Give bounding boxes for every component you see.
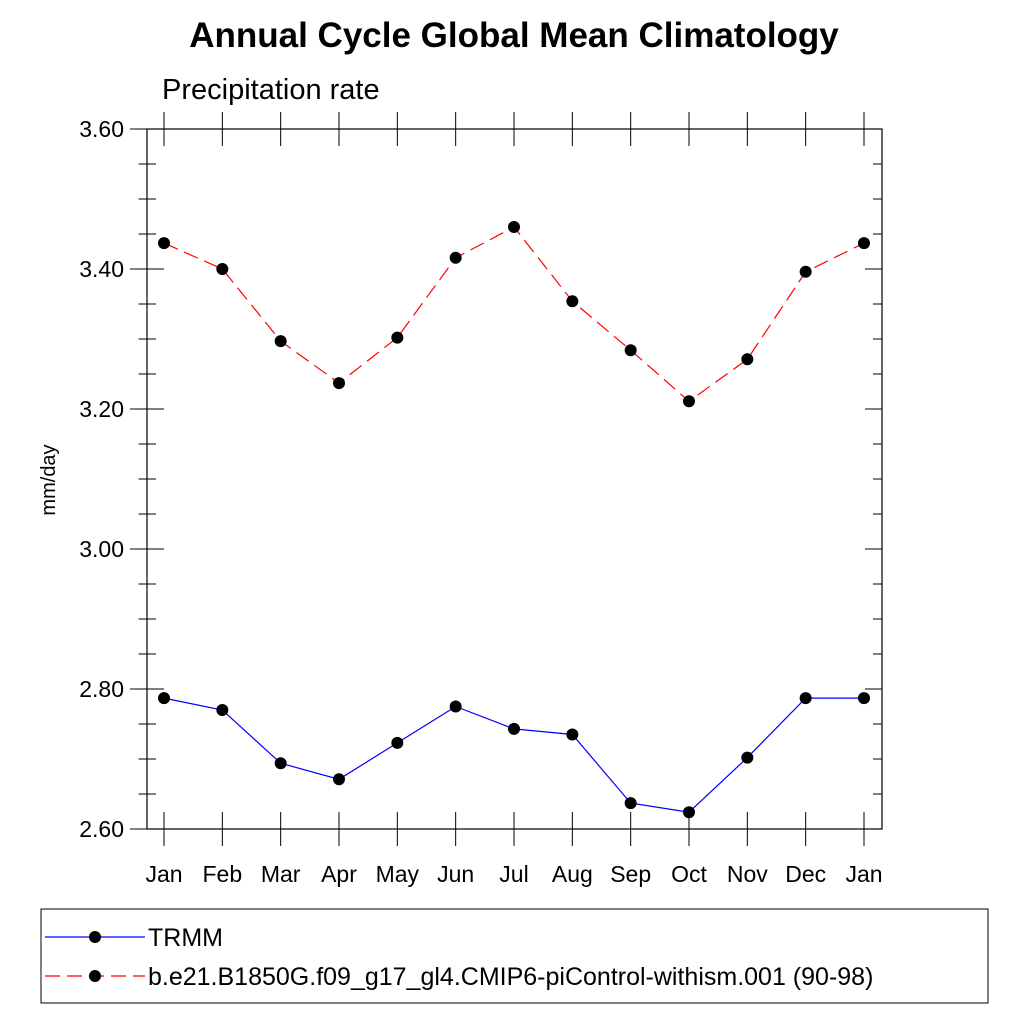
x-tick-label: Jul	[499, 861, 528, 887]
data-point	[741, 751, 754, 764]
x-tick-label: Jan	[145, 861, 182, 887]
data-point	[683, 806, 695, 819]
x-tick-label: Nov	[727, 861, 768, 887]
data-point	[333, 377, 345, 390]
legend-label: TRMM	[148, 924, 223, 952]
y-tick-label: 3.00	[79, 536, 124, 562]
y-axis-label: mm/day	[38, 444, 60, 515]
data-point	[683, 395, 695, 408]
data-point	[158, 692, 170, 705]
legend-marker	[89, 970, 101, 982]
data-point	[274, 335, 287, 348]
data-point	[391, 736, 404, 749]
series-line	[163, 226, 865, 403]
data-point	[216, 704, 229, 716]
x-tick-label: May	[376, 861, 420, 887]
data-point	[799, 692, 812, 705]
series-layer	[158, 221, 870, 819]
y-tick-label: 3.60	[79, 116, 124, 142]
data-point	[391, 331, 404, 344]
series-0	[158, 692, 870, 819]
x-tick-label: Jun	[437, 861, 474, 887]
data-point	[216, 263, 229, 275]
data-point	[624, 344, 637, 357]
chart-subtitle: Precipitation rate	[162, 74, 380, 106]
legend-box	[40, 908, 989, 1004]
data-point	[508, 722, 520, 735]
data-point	[566, 728, 579, 741]
data-point	[274, 757, 287, 770]
legend-label: b.e21.B1850G.f09_g17_gl4.CMIP6-piControl…	[148, 963, 873, 991]
data-point	[449, 251, 462, 264]
series-1	[158, 221, 870, 408]
y-tick-label: 3.20	[79, 396, 124, 422]
axis-ticks: 2.60 2.80 3.00 3.20 3.40 3.60 Jan Feb Mar Apr May J…	[79, 112, 883, 887]
data-point	[858, 692, 870, 705]
data-point	[508, 221, 520, 233]
data-point	[741, 353, 754, 366]
chart-title: Annual Cycle Global Mean Climatology	[189, 16, 839, 55]
data-point	[858, 237, 870, 250]
data-point	[624, 797, 637, 810]
data-point	[566, 295, 579, 308]
legend-marker	[89, 931, 101, 943]
y-tick-label: 3.40	[79, 256, 124, 282]
x-tick-label: Aug	[552, 861, 593, 887]
series-line	[163, 697, 864, 813]
x-tick-label: Mar	[261, 861, 301, 887]
x-tick-label: Jan	[845, 861, 882, 887]
y-tick-label: 2.60	[79, 816, 124, 842]
x-tick-label: Apr	[321, 861, 357, 887]
data-point	[158, 237, 170, 250]
y-tick-label: 2.80	[79, 676, 124, 702]
x-tick-label: Sep	[610, 861, 651, 887]
data-point	[799, 265, 812, 278]
x-tick-label: Oct	[671, 861, 707, 887]
legend: TRMM b.e21.B1850G.f09_g17_gl4.CMIP6-piCon…	[45, 924, 873, 991]
x-tick-label: Feb	[203, 861, 243, 887]
data-point	[333, 773, 345, 786]
data-point	[449, 700, 462, 713]
x-tick-label: Dec	[785, 861, 826, 887]
